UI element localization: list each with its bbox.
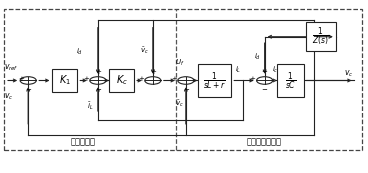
FancyBboxPatch shape: [277, 64, 304, 97]
Circle shape: [256, 77, 273, 84]
Circle shape: [145, 77, 161, 84]
Text: $i_c$: $i_c$: [272, 65, 278, 75]
Text: 双环控制器: 双环控制器: [71, 138, 96, 147]
Text: +: +: [95, 69, 101, 75]
Text: $\dfrac{1}{Z(s)}$: $\dfrac{1}{Z(s)}$: [312, 26, 329, 47]
Text: +: +: [150, 69, 156, 75]
Text: +: +: [171, 76, 177, 82]
Text: $v_{ref}$: $v_{ref}$: [4, 62, 19, 73]
Text: +: +: [83, 76, 89, 82]
Text: $v_c$: $v_c$: [344, 68, 354, 79]
Text: −: −: [183, 87, 189, 93]
Text: $\dfrac{1}{sL+r}$: $\dfrac{1}{sL+r}$: [203, 70, 226, 91]
Text: $v_c$: $v_c$: [4, 92, 14, 102]
Text: $i_L$: $i_L$: [235, 65, 241, 75]
Circle shape: [20, 77, 36, 84]
Text: −: −: [262, 87, 268, 93]
Text: $i_d$: $i_d$: [76, 47, 83, 57]
Text: $\dfrac{1}{sC}$: $\dfrac{1}{sC}$: [285, 70, 296, 91]
Text: $K_c$: $K_c$: [116, 74, 128, 87]
Text: $U_f$: $U_f$: [174, 58, 184, 69]
Text: −: −: [262, 69, 268, 75]
FancyBboxPatch shape: [306, 22, 336, 51]
Text: +: +: [249, 76, 255, 82]
Text: 逆变器物理系统: 逆变器物理系统: [247, 138, 282, 147]
FancyBboxPatch shape: [198, 64, 231, 97]
Text: $i_d$: $i_d$: [254, 52, 261, 62]
Circle shape: [178, 77, 194, 84]
FancyBboxPatch shape: [109, 69, 134, 92]
Text: +: +: [18, 76, 24, 82]
Circle shape: [90, 77, 106, 84]
Text: $\bar{i}_L$: $\bar{i}_L$: [87, 100, 94, 112]
FancyBboxPatch shape: [52, 69, 77, 92]
Text: +: +: [138, 76, 144, 82]
Text: −: −: [25, 87, 31, 93]
Text: −: −: [95, 87, 101, 93]
Text: $\bar{v}_c$: $\bar{v}_c$: [175, 98, 184, 109]
Text: $\bar{v}_c$: $\bar{v}_c$: [140, 45, 149, 56]
Text: $K_1$: $K_1$: [59, 74, 71, 87]
